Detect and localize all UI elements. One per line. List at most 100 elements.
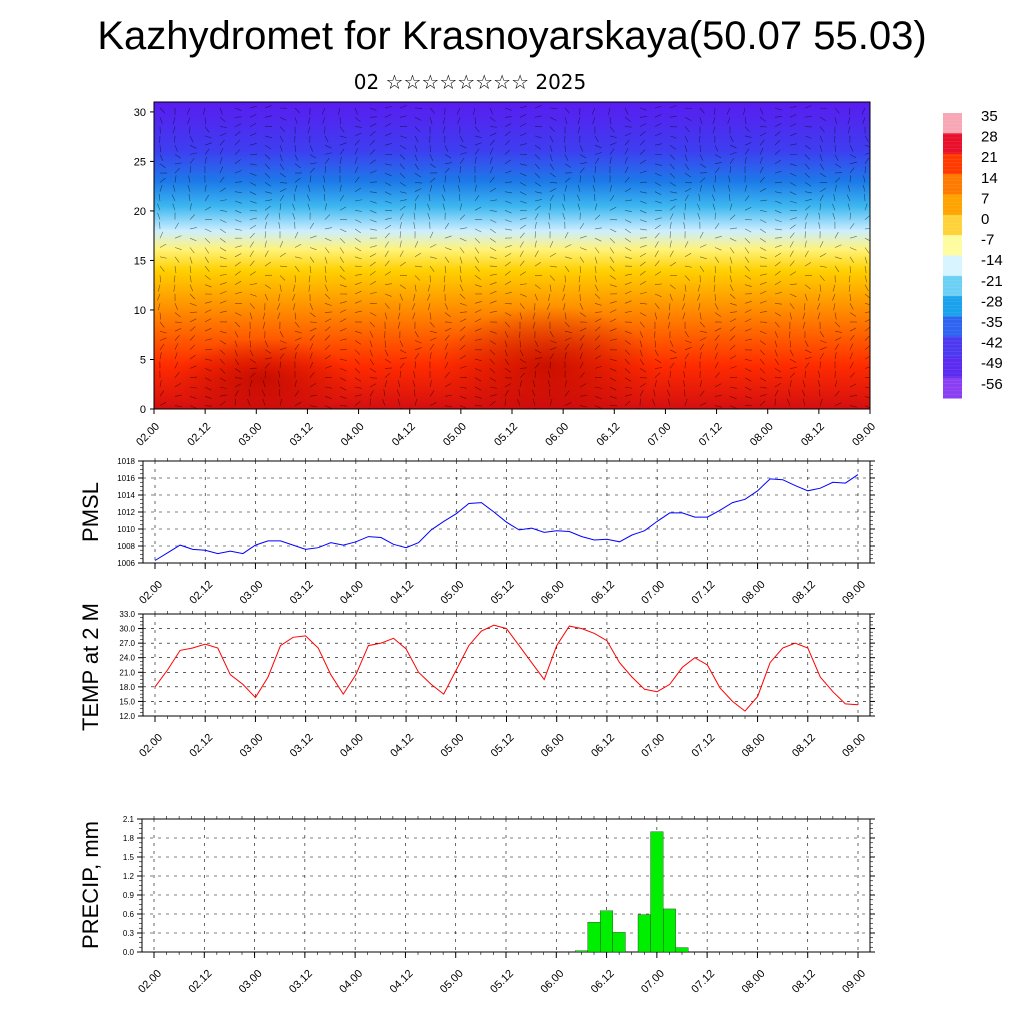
wind-barb	[504, 270, 511, 276]
wind-barb	[534, 370, 536, 378]
wind-barb	[729, 203, 733, 211]
wind-barb	[712, 117, 716, 125]
wind-barb	[489, 199, 497, 202]
wind-barb	[397, 380, 401, 388]
wind-barb	[219, 228, 226, 234]
wind-barb	[234, 200, 242, 204]
wind-barb	[699, 312, 702, 320]
wind-barb	[684, 194, 689, 202]
wind-barb	[234, 170, 242, 174]
wind-barb	[639, 131, 646, 137]
colorbar-segment	[943, 174, 962, 195]
wind-barb	[609, 328, 617, 332]
wind-barb	[396, 389, 401, 397]
wind-barb	[577, 184, 581, 192]
wind-barb	[759, 166, 764, 174]
wind-barb	[219, 274, 227, 276]
wind-barb	[174, 405, 182, 408]
wind-barb	[594, 157, 600, 164]
wind-barb	[384, 143, 392, 146]
wind-barb	[624, 340, 631, 345]
wind-barb	[324, 275, 327, 283]
wind-barb	[171, 194, 176, 202]
wind-barb	[413, 370, 416, 378]
wind-barb	[684, 353, 689, 360]
wind-barb	[534, 293, 538, 301]
wind-barb	[354, 228, 361, 234]
wind-barb	[834, 390, 840, 397]
wind-barb	[639, 321, 645, 328]
wind-barb	[324, 386, 332, 389]
wind-barb	[802, 312, 806, 320]
wind-barb	[834, 244, 842, 248]
wind-barb	[204, 338, 212, 341]
wind-barb	[249, 217, 257, 220]
wind-barb	[384, 260, 390, 267]
wind-barb	[504, 170, 512, 174]
wind-barb	[547, 293, 551, 301]
wind-barb	[279, 275, 286, 281]
wind-barb	[593, 194, 596, 202]
wind-barb	[279, 353, 285, 360]
colorbar-label: 0	[981, 211, 989, 228]
wind-barb	[399, 154, 406, 160]
wind-barb	[459, 396, 467, 399]
wind-barb	[864, 237, 870, 242]
wind-barb	[354, 386, 362, 389]
wind-barb	[564, 380, 568, 388]
wind-barb	[249, 250, 254, 257]
wind-barb	[444, 361, 449, 369]
wind-barb	[324, 344, 331, 351]
wind-barb	[789, 358, 797, 363]
wind-barb	[819, 126, 825, 133]
wind-barb	[848, 275, 851, 283]
wind-barb	[714, 223, 720, 230]
colorbar-label: 35	[981, 108, 998, 125]
wind-barb	[832, 293, 836, 301]
wind-barb	[639, 358, 645, 366]
wind-barb	[624, 148, 629, 155]
wind-barb	[609, 206, 617, 211]
wind-barb	[594, 405, 602, 409]
wind-barb	[249, 260, 255, 267]
wind-barb	[444, 312, 451, 317]
x-tick-label: 07.12	[690, 732, 718, 760]
wind-barb	[397, 398, 401, 406]
wind-barb	[639, 228, 647, 231]
wind-barb	[278, 370, 281, 378]
wind-barb	[759, 247, 767, 251]
wind-barb	[219, 117, 226, 123]
wind-barb	[414, 182, 422, 184]
wind-barb	[864, 144, 870, 148]
wind-barb	[654, 143, 662, 146]
wind-barb	[219, 157, 223, 164]
wind-barb	[339, 148, 345, 155]
wind-barb	[189, 318, 197, 323]
wind-barb	[324, 318, 332, 323]
wind-barb	[832, 212, 836, 220]
wind-barb	[322, 184, 326, 192]
wind-barb	[684, 117, 692, 121]
x-tick-label: 07.00	[639, 732, 667, 760]
wind-barb	[654, 224, 661, 230]
wind-barb	[429, 275, 431, 283]
wind-barb	[519, 340, 521, 348]
wind-barb	[249, 303, 255, 309]
wind-barb	[459, 214, 466, 220]
x-tick-label: 05.12	[488, 968, 516, 996]
wind-barb	[549, 340, 557, 344]
wind-barb	[369, 368, 376, 373]
wind-barb	[279, 188, 287, 192]
wind-barb	[714, 162, 722, 165]
wind-barb	[234, 123, 242, 127]
wind-barb	[324, 311, 332, 313]
wind-barb	[789, 380, 792, 388]
wind-barb	[234, 321, 241, 328]
wind-barb	[594, 275, 597, 283]
wind-barb	[864, 386, 870, 389]
wind-barb	[609, 396, 617, 399]
wind-barb	[294, 163, 301, 169]
wind-barb	[294, 343, 300, 350]
wind-barb	[699, 177, 706, 183]
wind-barb	[324, 326, 331, 332]
